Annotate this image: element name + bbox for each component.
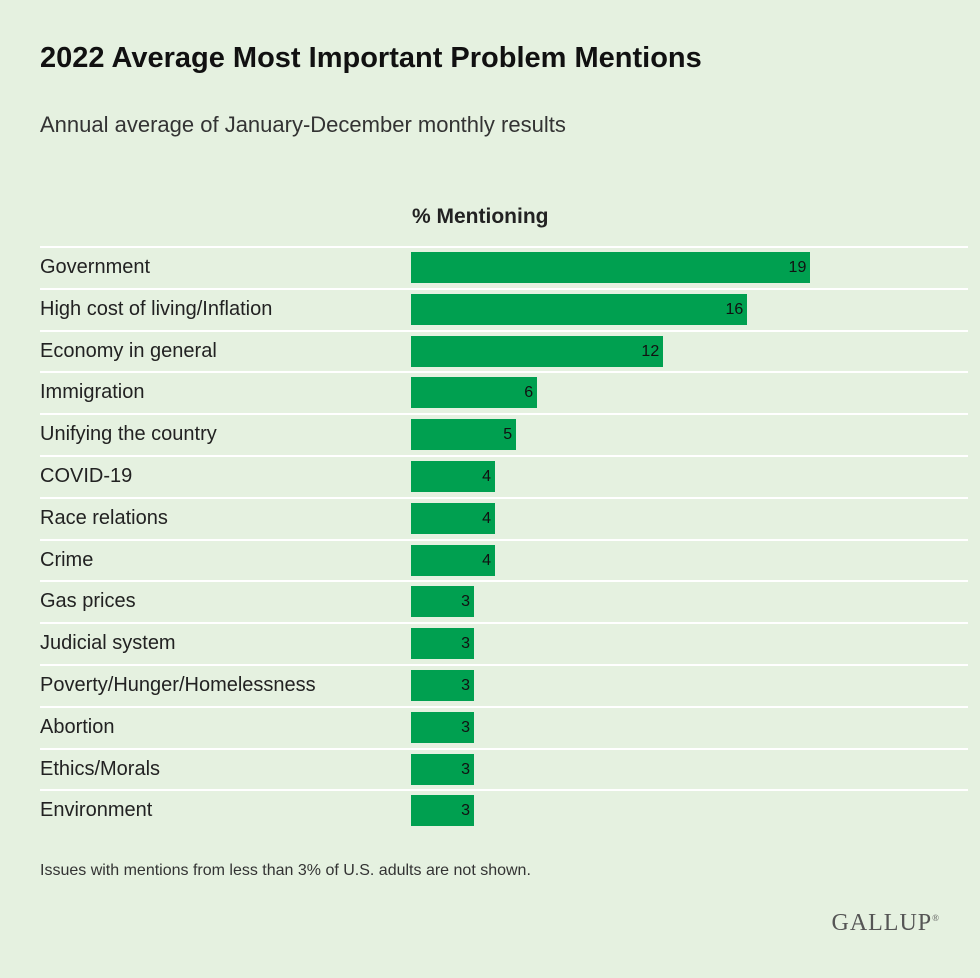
bar [411, 711, 475, 743]
bar [411, 377, 538, 409]
bar [411, 502, 496, 534]
footnote: Issues with mentions from less than 3% o… [40, 862, 531, 879]
category-label: Gas prices [40, 590, 136, 613]
category-label: High cost of living/Inflation [40, 297, 273, 320]
category-label: Economy in general [40, 339, 217, 362]
bar-value-label: 4 [482, 468, 492, 485]
bar-value-label: 4 [482, 509, 492, 527]
row-separator [40, 789, 968, 792]
category-label: Government [40, 256, 151, 278]
bar-value-label: 3 [461, 635, 471, 653]
bar-value-label: 19 [788, 259, 807, 276]
bar-value-label: 12 [641, 342, 660, 360]
bar [411, 795, 475, 827]
chart-subtitle: Annual average of January-December month… [40, 112, 566, 137]
row-separator [40, 580, 968, 583]
bar-value-label: 5 [503, 426, 513, 444]
bar-value-label: 3 [461, 760, 471, 778]
bar [411, 670, 475, 701]
bar [411, 335, 664, 367]
row-separator [40, 747, 968, 750]
bar [411, 252, 811, 283]
bar-value-label: 3 [461, 593, 471, 611]
gallup-logo: GALLUP® [831, 910, 940, 937]
row-separator [40, 413, 968, 416]
row-separator [40, 622, 968, 625]
bar-value-label: 6 [524, 384, 534, 402]
bar [411, 419, 517, 451]
category-label: Judicial system [40, 632, 176, 655]
row-separator [40, 538, 968, 541]
bar-value-label: 4 [482, 551, 492, 569]
row-separator [40, 329, 968, 332]
bar-value-label: 3 [461, 718, 471, 736]
chart-title: 2022 Average Most Important Problem Ment… [40, 42, 702, 74]
row-separator [40, 664, 968, 666]
category-label: Ethics/Morals [40, 757, 161, 780]
category-label: Race relations [40, 506, 168, 529]
bar-value-label: 3 [461, 677, 471, 694]
row-separator [40, 455, 968, 457]
bar [411, 753, 475, 785]
row-separator [40, 496, 968, 499]
bar [411, 586, 475, 618]
category-label: Abortion [40, 715, 115, 738]
row-separator [40, 246, 968, 248]
registered-mark: ® [932, 913, 940, 923]
row-separator [40, 371, 968, 374]
column-header: % Mentioning [412, 205, 549, 228]
bar [411, 544, 496, 576]
category-label: Unifying the country [40, 423, 217, 446]
bar-value-label: 16 [725, 300, 744, 318]
bar [411, 293, 748, 325]
row-separator [40, 705, 968, 708]
category-label: Environment [40, 799, 153, 822]
row-separator [40, 287, 968, 290]
category-label: Immigration [40, 381, 145, 404]
logo-text: GALLUP [831, 910, 933, 936]
bar [411, 628, 475, 660]
bar [411, 461, 496, 492]
category-label: Poverty/Hunger/Homelessness [40, 674, 316, 696]
bar-value-label: 3 [461, 802, 471, 820]
category-label: COVID-19 [40, 465, 133, 487]
category-label: Crime [40, 548, 94, 571]
